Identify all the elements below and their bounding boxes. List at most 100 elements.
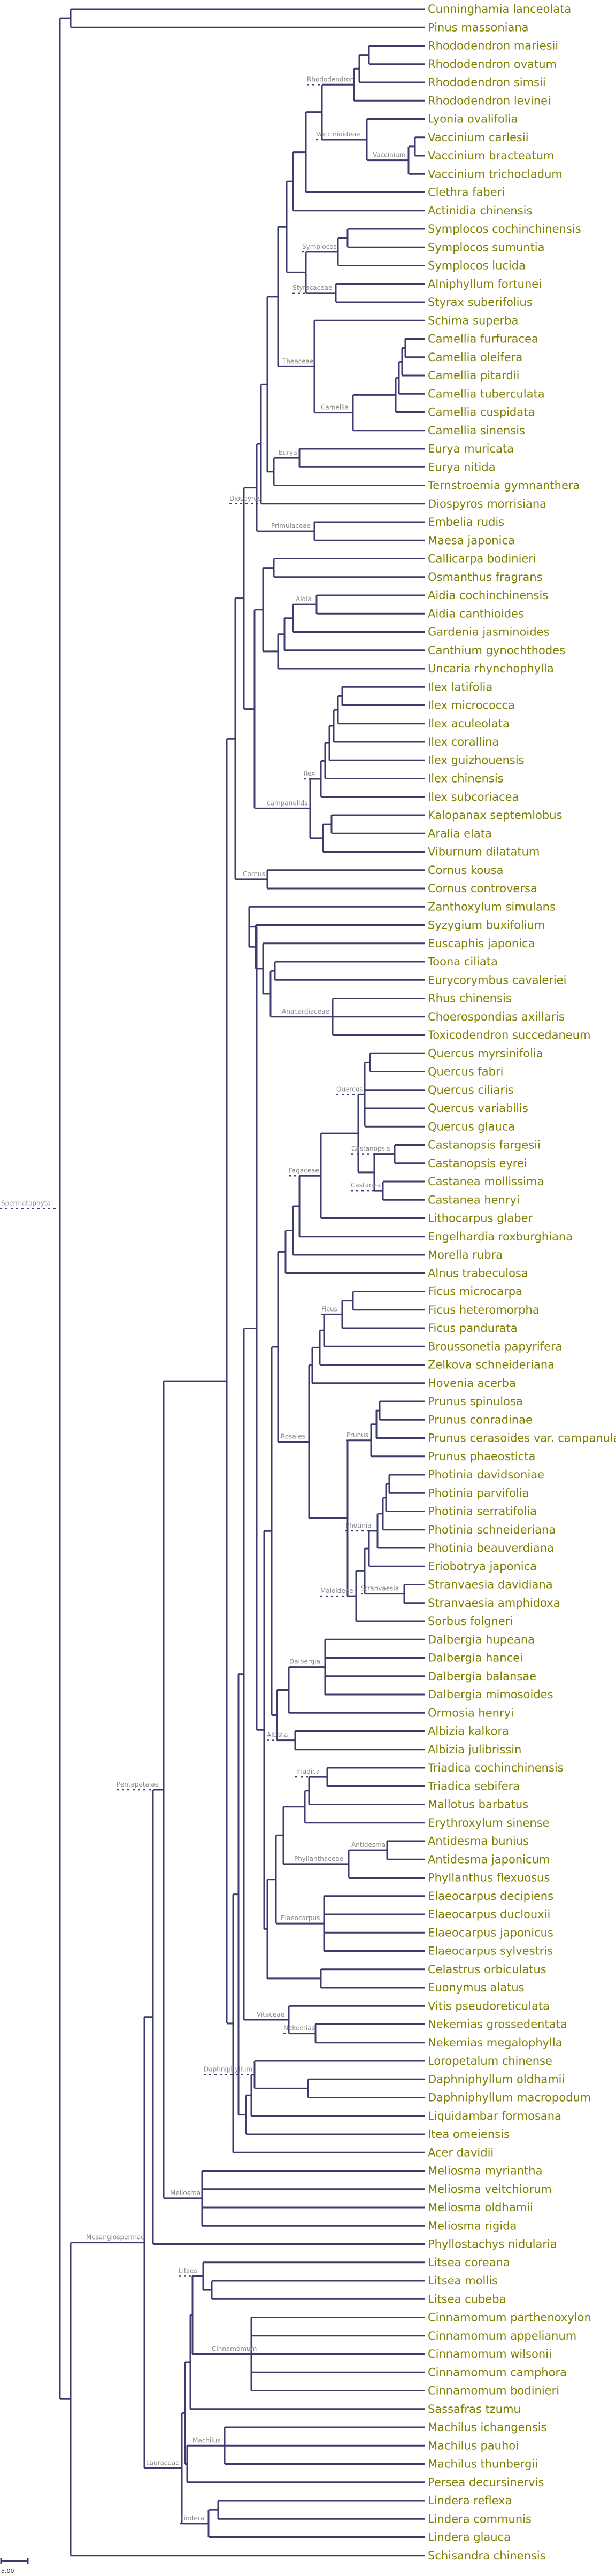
tip-label: Photinia davidsoniae bbox=[428, 1468, 544, 1481]
tip-label: Triadica cochinchinensis bbox=[427, 1761, 564, 1774]
clade-label-fagaceae: Fagaceae bbox=[289, 1167, 319, 1174]
tip-label: Gardenia jasminoides bbox=[428, 626, 549, 639]
clade-label-quercus: Quercus bbox=[336, 1085, 363, 1093]
tip-label: Erythroxylum sinense bbox=[428, 1816, 550, 1829]
tip-label: Styrax suberifolius bbox=[428, 296, 533, 309]
clade-label-primulaceae: Primulaceae bbox=[271, 522, 311, 530]
tip-label: Machilus ichangensis bbox=[428, 2421, 547, 2434]
clade-label-theaceae: Theaceae bbox=[282, 357, 313, 365]
tip-label: Celastrus orbiculatus bbox=[428, 1963, 546, 1976]
tip-label: Callicarpa bodinieri bbox=[428, 553, 536, 565]
clade-label-campanulids: campanulids bbox=[267, 799, 307, 807]
tip-label: Dalbergia balansae bbox=[428, 1670, 536, 1683]
tip-label: Cunninghamia lanceolata bbox=[428, 3, 571, 16]
tip-label: Choerospondias axillaris bbox=[428, 1010, 565, 1023]
tip-label: Cinnamomum camphora bbox=[428, 2366, 567, 2379]
clade-label-spermatophyta: Spermatophyta bbox=[1, 1200, 51, 1207]
tip-label: Antidesma japonicum bbox=[428, 1853, 550, 1866]
tip-label: Quercus variabilis bbox=[428, 1102, 528, 1115]
tip-label: Lithocarpus glaber bbox=[428, 1212, 533, 1225]
clade-label-anacardiaceae: Anacardiaceae bbox=[282, 1008, 329, 1015]
tip-label: Quercus ciliaris bbox=[428, 1084, 514, 1097]
clade-label-albizia: Albizia bbox=[267, 1731, 288, 1739]
clade-label-photinia: Photinia bbox=[345, 1522, 372, 1529]
tip-label: Phyllanthus flexuosus bbox=[428, 1872, 550, 1884]
tip-label: Pinus massoniana bbox=[428, 21, 529, 34]
tip-label: Maesa japonica bbox=[428, 534, 515, 547]
tip-label: Symplocos cochinchinensis bbox=[428, 223, 581, 235]
tip-label: Dalbergia hancei bbox=[428, 1652, 523, 1665]
clade-label-vacciniodeae: Vaccinioideae bbox=[316, 131, 360, 138]
tip-label: Canthium gynochthodes bbox=[428, 644, 565, 657]
clade-label-maloideae: Maloideae bbox=[320, 1587, 353, 1594]
tip-label: Camellia pitardii bbox=[428, 369, 520, 382]
tip-label: Castanopsis eyrei bbox=[428, 1157, 527, 1170]
tip-label: Ternstroemia gymnanthera bbox=[427, 479, 580, 492]
tip-label: Ilex chinensis bbox=[428, 772, 504, 785]
tip-label: Litsea mollis bbox=[428, 2274, 498, 2287]
clade-label-meliosma: Meliosma bbox=[170, 2189, 201, 2197]
tip-label: Castanea mollissima bbox=[428, 1175, 544, 1188]
clade-label-dalbergia: Dalbergia bbox=[289, 1658, 320, 1666]
tip-label: Broussonetia papyrifera bbox=[428, 1340, 563, 1353]
tip-label: Alniphyllum fortunei bbox=[428, 278, 542, 290]
tip-label: Castanea henryi bbox=[428, 1193, 520, 1206]
tip-label: Aidia canthioides bbox=[428, 607, 524, 620]
clade-label-rhododendron: Rhododendron bbox=[307, 75, 354, 83]
tip-label: Vaccinium carlesii bbox=[428, 131, 529, 144]
clade-label-styracaceae: Styracaceae bbox=[292, 284, 332, 292]
tip-label: Nekemias megalophylla bbox=[428, 2036, 563, 2049]
clade-label-laureaceae: Lauraceae bbox=[146, 2459, 180, 2467]
tip-label: Ilex latifolia bbox=[428, 680, 492, 693]
tip-label: Photinia serratifolia bbox=[428, 1505, 537, 1518]
tip-label: Embelia rudis bbox=[428, 516, 504, 528]
tip-label: Syzygium buxifolium bbox=[428, 919, 545, 932]
tip-label: Lindera communis bbox=[428, 2512, 532, 2525]
clade-label-nekemias: Nekemias bbox=[283, 2025, 315, 2032]
clade-label-machilus: Machilus bbox=[192, 2436, 220, 2444]
tip-label: Toxicodendron succedaneum bbox=[427, 1029, 590, 1041]
clade-label-cinnamomum: Cinnamomum bbox=[212, 2345, 257, 2352]
clade-label-castanopsis: Castanopsis bbox=[351, 1145, 390, 1153]
clade-label-ilex: Ilex bbox=[304, 770, 315, 777]
tip-label: Ilex micrococca bbox=[428, 699, 515, 712]
tip-label: Quercus glauca bbox=[428, 1120, 515, 1133]
tip-label: Stranvaesia davidiana bbox=[428, 1578, 553, 1591]
tip-label: Meliosma oldhamii bbox=[428, 2201, 533, 2214]
tip-label: Sassafras tzumu bbox=[428, 2403, 521, 2416]
tip-label: Euscaphis japonica bbox=[428, 937, 535, 950]
tip-label: Actinidia chinensis bbox=[428, 204, 532, 217]
tip-label: Rhododendron ovatum bbox=[428, 58, 557, 71]
tip-label: Cinnamomum parthenoxylon bbox=[428, 2311, 591, 2324]
clade-label-pentapetalae: Pentapetalae bbox=[117, 1781, 159, 1788]
tip-label: Hovenia acerba bbox=[428, 1377, 516, 1390]
tip-label: Cornus controversa bbox=[428, 882, 537, 895]
clade-label-mesangiospermae: Mesangiospermae bbox=[86, 2234, 145, 2241]
tip-label: Cinnamomum bodinieri bbox=[428, 2385, 559, 2397]
tip-label: Mallotus barbatus bbox=[428, 1798, 528, 1811]
tip-label: Osmanthus fragrans bbox=[428, 571, 543, 584]
tip-label: Lindera reflexa bbox=[428, 2494, 512, 2507]
tip-label: Daphniphyllum macropodum bbox=[428, 2091, 591, 2104]
tip-label: Acer davidii bbox=[428, 2146, 494, 2159]
tip-label: Zanthoxylum simulans bbox=[428, 900, 556, 913]
tip-label: Vaccinium bracteatum bbox=[428, 149, 555, 162]
tip-label: Ficus microcarpa bbox=[428, 1285, 522, 1298]
clade-label-cornus: Cornus bbox=[243, 870, 265, 878]
tip-label: Nekemias grossedentata bbox=[428, 2018, 567, 2031]
tip-label: Elaeocarpus japonicus bbox=[428, 1926, 553, 1939]
tip-label: Elaeocarpus duclouxii bbox=[428, 1908, 550, 1921]
tip-label: Cinnamomum wilsonii bbox=[428, 2348, 552, 2360]
tip-label: Eriobotrya japonica bbox=[428, 1560, 537, 1573]
tip-label: Lindera glauca bbox=[428, 2531, 511, 2544]
tip-label: Sorbus folgneri bbox=[428, 1615, 513, 1628]
tip-label: Aidia cochinchinensis bbox=[428, 589, 548, 602]
tip-label: Ilex corallina bbox=[428, 735, 499, 748]
tip-label: Photinia schneideriana bbox=[428, 1523, 556, 1536]
tip-label: Castanopsis fargesii bbox=[428, 1139, 541, 1152]
tip-label: Kalopanax septemlobus bbox=[428, 809, 563, 822]
tip-label: Rhododendron mariesii bbox=[428, 40, 558, 52]
tip-label: Schima superba bbox=[428, 314, 518, 327]
tip-label: Daphniphyllum oldhamii bbox=[428, 2073, 565, 2086]
tip-label: Phyllostachys nidularia bbox=[428, 2238, 557, 2251]
